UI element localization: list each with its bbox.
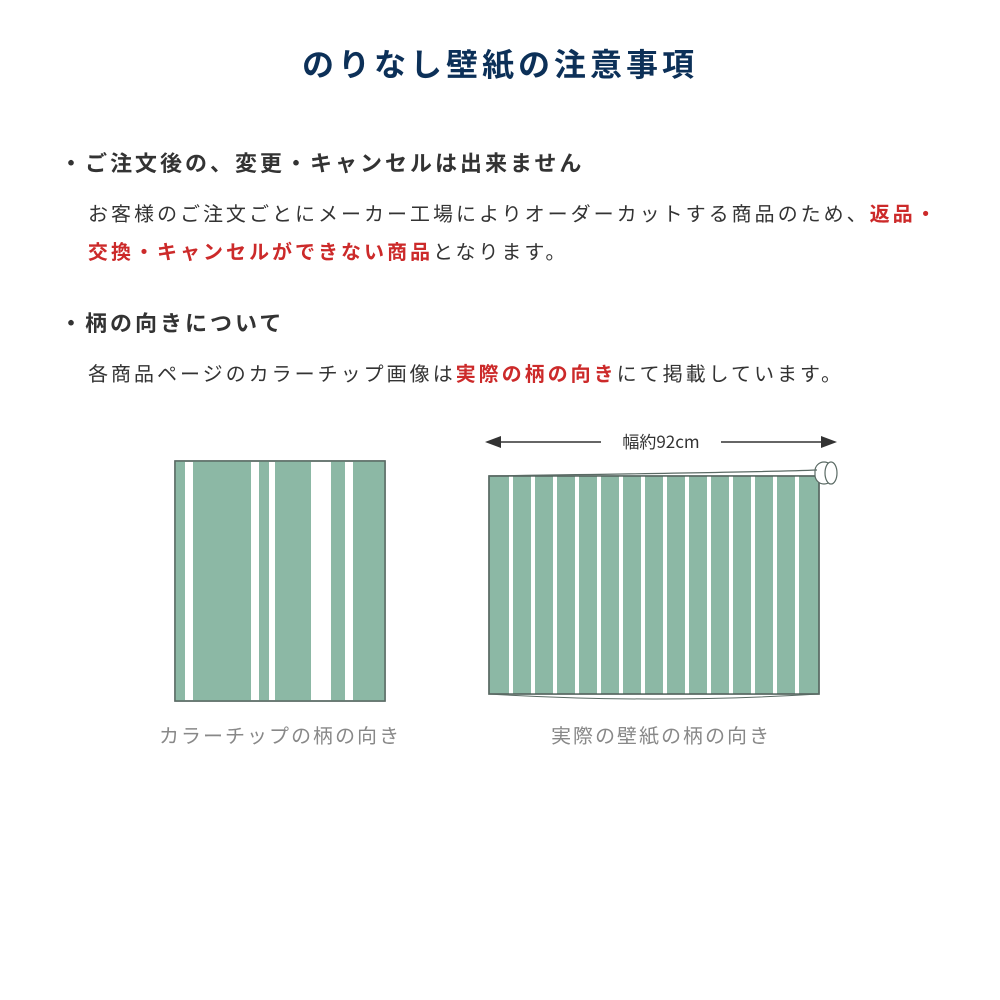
body-2: 各商品ページのカラーチップ画像は実際の柄の向きにて掲載しています。 xyxy=(60,354,940,392)
caption-left: カラーチップの柄の向き xyxy=(159,720,401,749)
diagram-actual-roll: 幅約92cm 実際の壁紙の柄の向き xyxy=(481,428,841,749)
bullet-1: ・ご注文後の、変更・キャンセルは出来ません xyxy=(60,146,940,178)
width-arrow-icon: 幅約92cm xyxy=(481,428,841,456)
svg-text:幅約92cm: 幅約92cm xyxy=(622,428,699,453)
body-1-pre: お客様のご注文ごとにメーカー工場によりオーダーカットする商品のため、 xyxy=(88,198,870,227)
section-pattern-direction: ・柄の向きについて 各商品ページのカラーチップ画像は実際の柄の向きにて掲載してい… xyxy=(60,306,940,392)
bullet-2: ・柄の向きについて xyxy=(60,306,940,338)
diagram-color-chip: カラーチップの柄の向き xyxy=(159,428,401,749)
body-2-highlight: 実際の柄の向き xyxy=(456,358,617,387)
color-chip-swatch-icon xyxy=(170,456,390,706)
section-cancel-policy: ・ご注文後の、変更・キャンセルは出来ません お客様のご注文ごとにメーカー工場によ… xyxy=(60,146,940,270)
body-2-post: にて掲載しています。 xyxy=(617,358,844,387)
body-1-post: となります。 xyxy=(433,236,568,265)
diagrams-row: カラーチップの柄の向き 幅約92cm 実際の壁紙の柄の向き xyxy=(60,428,940,749)
body-1: お客様のご注文ごとにメーカー工場によりオーダーカットする商品のため、返品・交換・… xyxy=(60,194,940,270)
caption-right: 実際の壁紙の柄の向き xyxy=(551,720,771,749)
page-title: のりなし壁紙の注意事項 xyxy=(60,40,940,86)
body-2-pre: 各商品ページのカラーチップ画像は xyxy=(88,358,456,387)
wallpaper-roll-icon xyxy=(481,456,841,706)
